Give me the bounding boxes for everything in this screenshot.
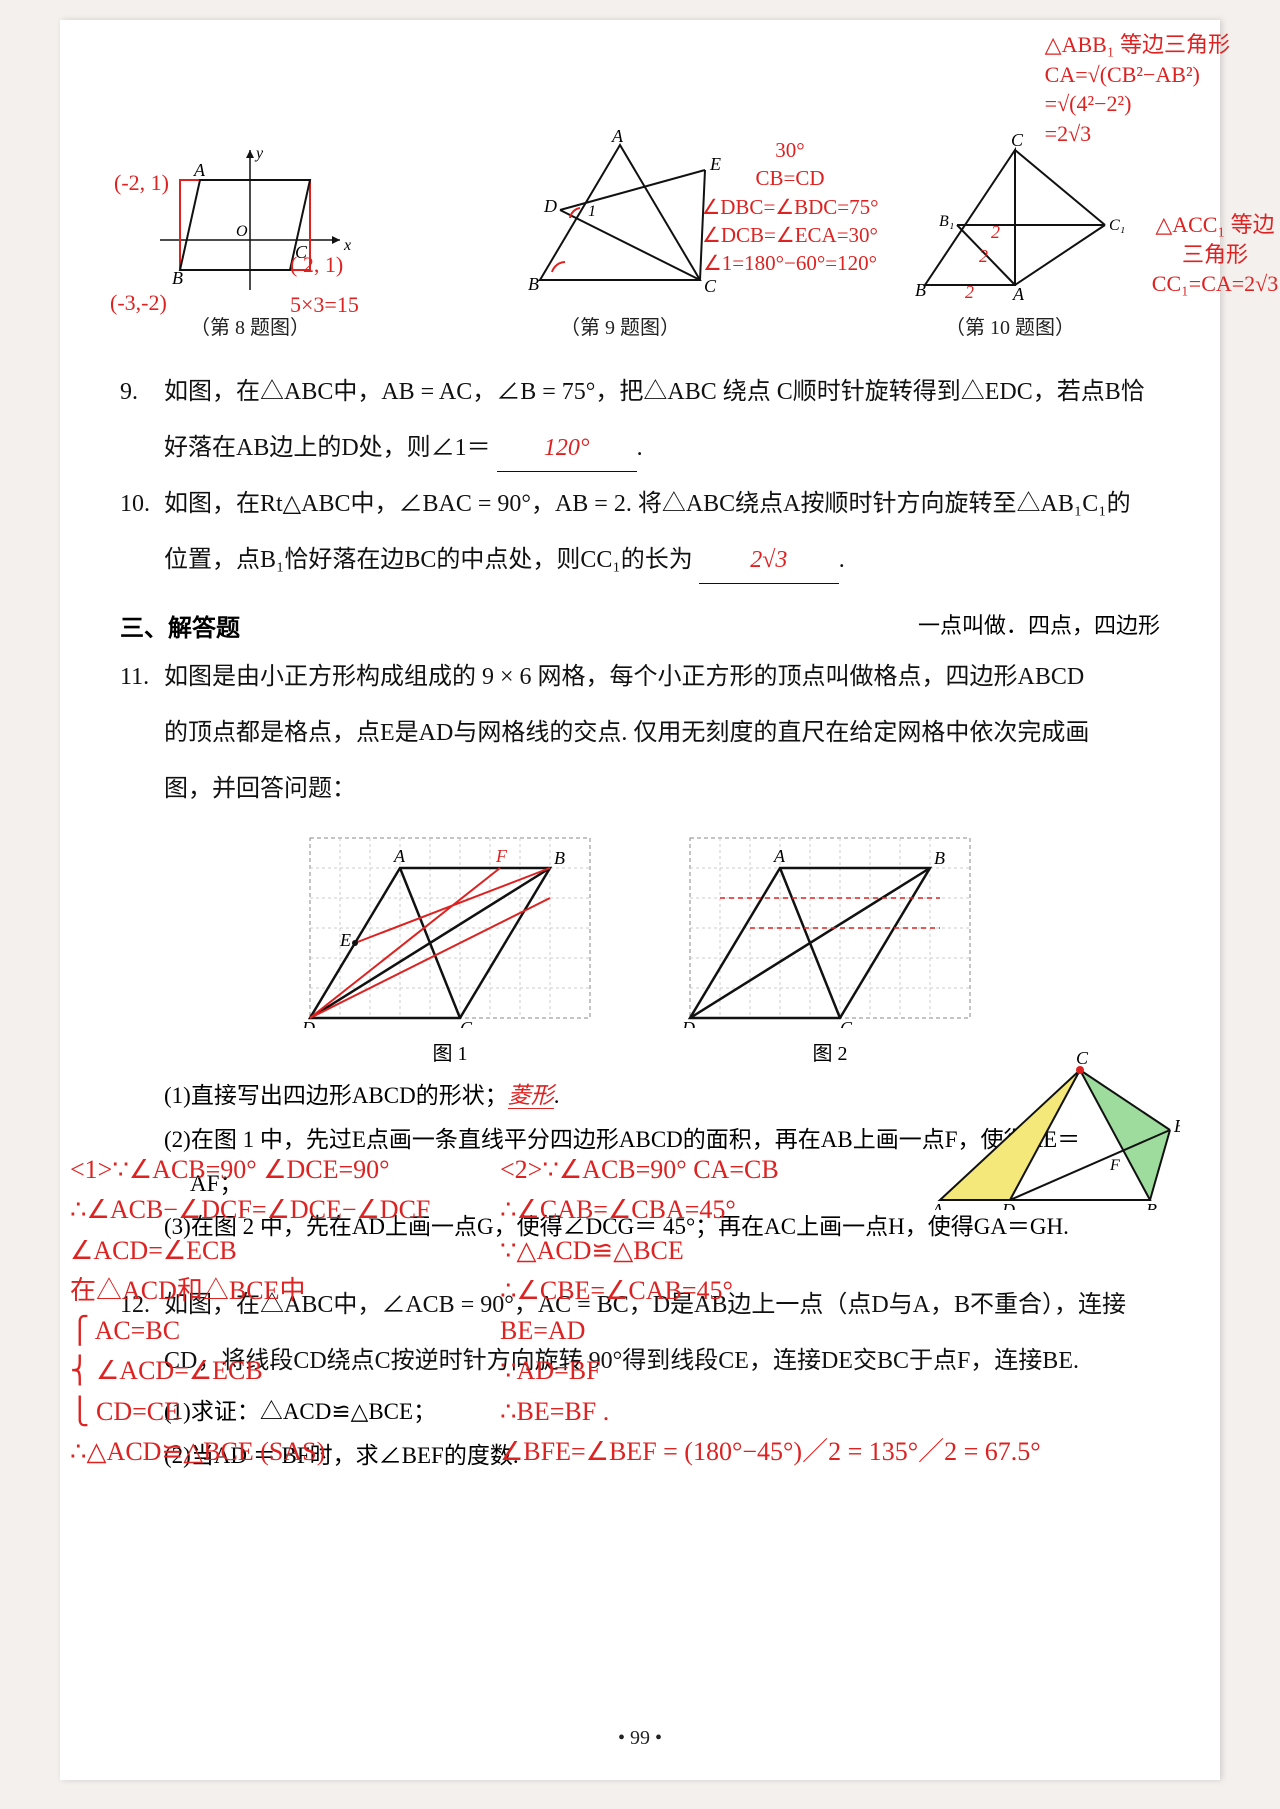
- q11-sub1-text: (1)直接写出四边形ABCD的形状；: [164, 1083, 508, 1108]
- hw-line: ∴△ACD≌△BCE (SAS): [70, 1432, 500, 1472]
- q10-period: .: [839, 547, 845, 573]
- svg-text:E: E: [339, 930, 351, 950]
- svg-text:C₁: C₁: [1109, 217, 1125, 234]
- page: △ABB₁ 等边三角形 CA=√(CB²−AB²) =√(4²−2²) =2√3…: [60, 20, 1220, 1780]
- hw: (-3,-2): [110, 288, 167, 318]
- figure-row: A B C O x y (-2, 1) (-3,-2) ( 2, 1) 5×3=…: [120, 130, 1160, 340]
- q10-num: 10.: [120, 482, 164, 528]
- svg-text:D: D: [301, 1018, 315, 1028]
- q11: 11.如图是由小正方形构成组成的 9 × 6 网格，每个小正方形的顶点叫做格点，…: [120, 655, 1160, 701]
- svg-text:C: C: [704, 276, 717, 296]
- hw-line: <2>∵∠ACB=90° CA=CB: [500, 1150, 1140, 1190]
- hw: 5×3=15: [290, 290, 359, 320]
- q10-l2row: 位置，点B₁恰好落在边BC的中点处，则CC₁的长为 2√3.: [120, 538, 1160, 585]
- section-3: 三、解答题 一点叫做．四点，四边形: [120, 608, 1160, 643]
- svg-text:1: 1: [588, 203, 596, 220]
- fig9-caption: （第 9 题图）: [470, 311, 770, 340]
- hw-line: ∠ACD=∠ECB: [70, 1231, 500, 1271]
- q11-fig1: A B C D E F 图 1: [300, 828, 600, 1066]
- q11-l1: 如图是由小正方形构成组成的 9 × 6 网格，每个小正方形的顶点叫做格点，四边形…: [164, 664, 1084, 690]
- svg-text:A: A: [611, 130, 624, 146]
- hw-line: ∵AD=BF: [500, 1351, 1140, 1391]
- fig10-svg: C B A B₁ C₁ 2 2 2: [895, 130, 1125, 300]
- q11-sub1-ans: 菱形: [508, 1083, 554, 1109]
- hw-line: 在△ACD和△BCE中: [70, 1271, 500, 1311]
- hw-line: ∵△ACD≌△BCE: [500, 1231, 1140, 1271]
- svg-text:C: C: [1076, 1050, 1089, 1068]
- svg-text:2: 2: [991, 222, 1000, 242]
- svg-text:A: A: [193, 160, 206, 180]
- hw-line: ⎧ AC=BC: [70, 1311, 500, 1351]
- svg-text:A: A: [393, 846, 406, 866]
- hw: CA=√(CB²−AB²): [1045, 60, 1230, 90]
- hw-line: <1>∵∠ACB=90° ∠DCE=90°: [70, 1150, 500, 1190]
- svg-text:C: C: [840, 1018, 853, 1028]
- svg-text:B: B: [1146, 1200, 1157, 1210]
- svg-text:C: C: [460, 1018, 473, 1028]
- svg-text:A: A: [1012, 284, 1025, 300]
- q9-num: 9.: [120, 370, 164, 416]
- svg-text:B₁: B₁: [939, 213, 954, 230]
- svg-text:B: B: [915, 280, 926, 300]
- q9-l2row: 好落在AB边上的D处，则∠1＝ 120°.: [120, 426, 1160, 473]
- hw: 三角形: [1140, 240, 1280, 270]
- hw-line: ∴∠ACB−∠DCF=∠DCE−∠DCF: [70, 1190, 500, 1230]
- svg-text:C: C: [1011, 130, 1024, 150]
- svg-text:B: B: [172, 268, 183, 288]
- q9-l1: 如图，在△ABC中，AB = AC，∠B = 75°，把△ABC 绕点 C顺时针…: [164, 379, 1145, 405]
- fig9: A B C D E 1 30° CB=CD ∠DBC=∠BDC=75° ∠DCB…: [470, 130, 770, 340]
- hw-line: ∴BE=BF .: [500, 1392, 1140, 1432]
- q11-fig2: A B C D 图 2: [680, 828, 980, 1066]
- svg-text:x: x: [343, 237, 351, 254]
- fig10-hw-side: △ACC₁ 等边 三角形 CC₁=CA=2√3: [1140, 210, 1280, 299]
- q10-answer: 2√3: [699, 538, 839, 585]
- svg-text:2: 2: [979, 246, 988, 266]
- page-number: • 99 •: [60, 1727, 1220, 1750]
- q10-l1: 如图，在Rt△ABC中，∠BAC = 90°，AB = 2. 将△ABC绕点A按…: [164, 491, 1131, 517]
- svg-text:2: 2: [965, 282, 974, 300]
- q11-l2: 的顶点都是格点，点E是AD与网格线的交点. 仅用无刻度的直尺在给定网格中依次完成…: [120, 711, 1160, 757]
- q11-l3: 图，并回答问题：: [120, 767, 1160, 813]
- svg-text:A: A: [773, 846, 786, 866]
- svg-text:F: F: [495, 846, 508, 866]
- svg-text:E: E: [1173, 1116, 1180, 1136]
- q10-l2: 位置，点B₁恰好落在边BC的中点处，则CC₁的长为: [164, 547, 693, 573]
- hw: ( 2, 1): [290, 250, 343, 280]
- svg-text:B: B: [934, 848, 945, 868]
- hw-line: ∠BFE=∠BEF = (180°−45°)／2 = 135°／2 = 67.5…: [500, 1432, 1140, 1472]
- q9-l2: 好落在AB边上的D处，则∠1＝: [164, 435, 491, 461]
- q9-answer: 120°: [497, 426, 637, 473]
- hw: =√(4²−2²): [1045, 89, 1230, 119]
- hw-line: ⎨ ∠ACD=∠ECB: [70, 1351, 500, 1391]
- hw: CC₁=CA=2√3: [1140, 269, 1280, 299]
- q11-num: 11.: [120, 655, 164, 701]
- section-title: 三、解答题: [120, 616, 240, 642]
- svg-text:B: B: [554, 848, 565, 868]
- svg-text:D: D: [681, 1018, 695, 1028]
- fig8: A B C O x y (-2, 1) (-3,-2) ( 2, 1) 5×3=…: [120, 140, 380, 340]
- svg-text:y: y: [254, 145, 264, 162]
- hw-line: BE=AD: [500, 1311, 1140, 1351]
- q12-handwork-right: <2>∵∠ACB=90° CA=CB ∴∠CAB=∠CBA=45° ∵△ACD≌…: [500, 1150, 1140, 1472]
- margin-note: 一点叫做．四点，四边形: [918, 608, 1160, 640]
- fig10-caption: （第 10 题图）: [860, 311, 1160, 340]
- hw: (-2, 1): [114, 168, 169, 198]
- q11-cap1: 图 1: [300, 1037, 600, 1066]
- q12-handwork-left: <1>∵∠ACB=90° ∠DCE=90° ∴∠ACB−∠DCF=∠DCE−∠D…: [70, 1150, 500, 1472]
- q10: 10.如图，在Rt△ABC中，∠BAC = 90°，AB = 2. 将△ABC绕…: [120, 482, 1160, 528]
- fig10: C B A B₁ C₁ 2 2 2 △ACC₁ 等边 三角形 CC₁=CA=2√…: [860, 130, 1160, 340]
- hw-line: ∴∠CBE=∠CAB=45°: [500, 1271, 1140, 1311]
- svg-text:D: D: [543, 196, 557, 216]
- svg-text:B: B: [528, 274, 539, 294]
- hw-line: ⎩ CD=CE: [70, 1392, 500, 1432]
- hw: △ABB₁ 等边三角形: [1045, 30, 1230, 60]
- q11-figs: A B C D E F 图 1 A B: [120, 828, 1160, 1066]
- q9-period: .: [637, 435, 643, 461]
- hw-line: ∴∠CAB=∠CBA=45°: [500, 1190, 1140, 1230]
- hw: △ACC₁ 等边: [1140, 210, 1280, 240]
- svg-text:O: O: [236, 223, 248, 240]
- q9: 9.如图，在△ABC中，AB = AC，∠B = 75°，把△ABC 绕点 C顺…: [120, 370, 1160, 416]
